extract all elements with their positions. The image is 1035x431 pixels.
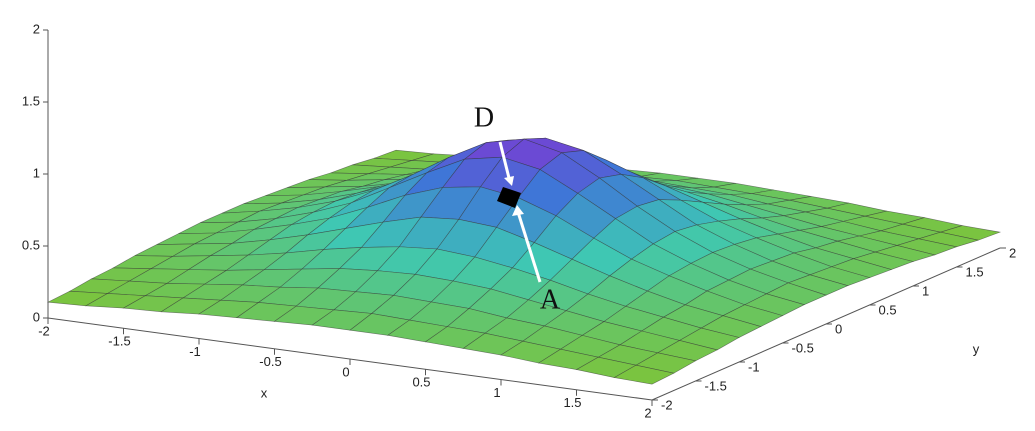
- x-tick-label: 1: [493, 385, 500, 400]
- z-tick-label: 1: [33, 165, 40, 180]
- y-tick-label: 2: [1009, 245, 1016, 260]
- x-tick-label: -0.5: [259, 354, 281, 369]
- arrow-a: [516, 211, 542, 283]
- annotation: A: [540, 284, 561, 315]
- y-tick-label: -2: [661, 397, 673, 412]
- x-tick-label: 1.5: [563, 395, 581, 410]
- y-tick-label: -0.5: [792, 340, 814, 355]
- x-tick-label: -2: [38, 323, 50, 338]
- arrow-head: [504, 176, 514, 186]
- x-tick-label: 0.5: [412, 375, 430, 390]
- y-tick-label: 0: [835, 321, 842, 336]
- y-tick-label: 0.5: [879, 302, 897, 317]
- x-tick-label: 2: [644, 405, 651, 420]
- y-axis-label: y: [973, 341, 980, 356]
- surface-cell: [613, 364, 675, 385]
- y-tick-label: 1.5: [966, 264, 984, 279]
- z-tick-label: 0.5: [22, 237, 40, 252]
- annotation: D: [474, 102, 494, 133]
- x-axis-label: x: [261, 385, 268, 400]
- highlight-cell: [497, 187, 521, 208]
- z-tick-label: 2: [33, 21, 40, 36]
- surface: [46, 137, 1002, 385]
- x-tick-label: -1.5: [108, 334, 130, 349]
- z-tick-label: 0: [33, 309, 40, 324]
- arrow-head: [512, 205, 524, 216]
- z-tick-label: 1.5: [22, 93, 40, 108]
- y-tick-label: 1: [922, 283, 929, 298]
- y-tick-label: -1.5: [705, 378, 727, 393]
- x-tick-label: -1: [189, 344, 201, 359]
- y-tick-label: -1: [748, 359, 760, 374]
- arrow-d: [498, 141, 512, 183]
- x-tick-label: 0: [342, 364, 349, 379]
